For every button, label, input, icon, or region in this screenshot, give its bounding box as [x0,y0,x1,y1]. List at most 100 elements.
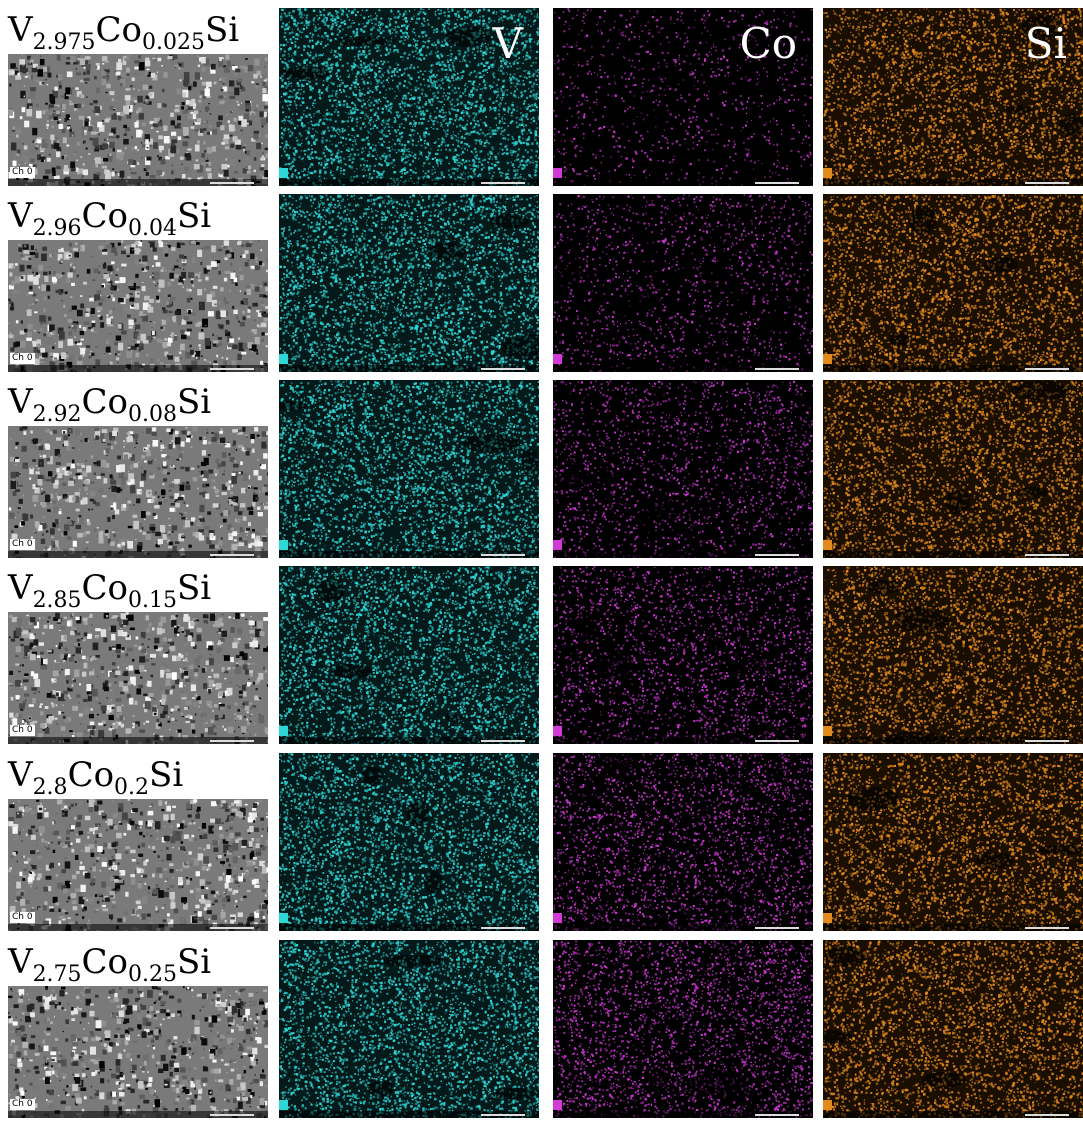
eds-map-si [823,753,1083,931]
scale-bar [1025,740,1069,742]
element-color-tag [823,540,832,550]
eds-map-co [553,566,813,744]
element-color-tag [279,540,288,550]
map-info-strip [553,737,813,744]
scale-bar [1025,182,1069,184]
element-color-tag [279,1100,288,1110]
scale-bar [481,927,525,929]
scale-bar [210,927,254,929]
subscript-co: 0.2 [114,775,149,800]
composition-row: V2.975Co0.025Si Ch 0 V Co Si [0,8,1083,188]
element-header-v: V [493,20,523,68]
map-info-strip [279,737,539,744]
eds-map-si [823,940,1083,1118]
scale-bar [755,554,799,556]
symbol-v: V [8,196,33,236]
scale-bar [481,182,525,184]
eds-map-v [279,194,539,372]
symbol-si: Si [177,196,211,236]
subscript-v: 2.8 [33,775,68,800]
sem-micrograph: Ch 0 [8,986,268,1118]
eds-map-v [279,753,539,931]
eds-map-co [553,940,813,1118]
element-color-tag [823,168,832,178]
map-info-strip [823,179,1083,186]
map-info-strip [823,1111,1083,1118]
map-info-strip [553,365,813,372]
element-color-tag [279,354,288,364]
composition-row: V2.8Co0.2Si Ch 0 [0,753,1083,933]
composition-label: V2.8Co0.2Si [8,755,183,799]
eds-map-si [823,194,1083,372]
sem-info-strip [8,551,268,558]
sem-info-strip [8,179,268,186]
sem-micrograph: Ch 0 [8,54,268,186]
sem-info-strip [8,924,268,931]
composition-label: V2.975Co0.025Si [8,10,239,54]
subscript-co: 0.25 [128,962,177,987]
subscript-v: 2.85 [33,588,82,613]
channel-label: Ch 0 [10,1099,35,1110]
symbol-si: Si [177,382,211,422]
subscript-v: 2.96 [33,216,82,241]
symbol-co: Co [82,196,128,236]
element-color-tag [553,913,562,923]
element-color-tag [553,168,562,178]
element-color-tag [553,726,562,736]
composition-label: V2.85Co0.15Si [8,568,211,612]
sem-info-strip [8,737,268,744]
subscript-v: 2.75 [33,962,82,987]
scale-bar [210,182,254,184]
subscript-co: 0.025 [142,30,205,55]
sem-micrograph: Ch 0 [8,240,268,372]
eds-map-v [279,940,539,1118]
map-info-strip [279,551,539,558]
map-info-strip [823,737,1083,744]
element-header-si: Si [1025,20,1067,68]
channel-label: Ch 0 [10,912,35,923]
symbol-co: Co [96,10,142,50]
map-info-strip [279,365,539,372]
sem-micrograph: Ch 0 [8,426,268,558]
channel-label: Ch 0 [10,725,35,736]
eds-map-si [823,566,1083,744]
symbol-v: V [8,942,33,982]
subscript-v: 2.92 [33,402,82,427]
scale-bar [755,740,799,742]
scale-bar [1025,368,1069,370]
map-info-strip [823,551,1083,558]
element-color-tag [553,540,562,550]
subscript-co: 0.04 [128,216,177,241]
map-info-strip [553,924,813,931]
scale-bar [210,1114,254,1116]
scale-bar [1025,927,1069,929]
composition-row: V2.75Co0.25Si Ch 0 [0,940,1083,1120]
eds-map-v [279,566,539,744]
composition-label: V2.75Co0.25Si [8,942,211,986]
scale-bar [755,927,799,929]
scale-bar [755,368,799,370]
eds-map-si: Si [823,8,1083,186]
map-info-strip [279,179,539,186]
scale-bar [481,554,525,556]
element-color-tag [553,354,562,364]
map-info-strip [553,551,813,558]
subscript-co: 0.08 [128,402,177,427]
map-info-strip [279,1111,539,1118]
sem-info-strip [8,1111,268,1118]
element-color-tag [279,168,288,178]
eds-map-co [553,380,813,558]
eds-map-co: Co [553,8,813,186]
element-color-tag [279,913,288,923]
sem-info-strip [8,365,268,372]
composition-row: V2.85Co0.15Si Ch 0 [0,566,1083,746]
channel-label: Ch 0 [10,539,35,550]
eds-map-v [279,380,539,558]
map-info-strip [553,179,813,186]
map-info-strip [553,1111,813,1118]
scale-bar [481,740,525,742]
composition-label: V2.96Co0.04Si [8,196,211,240]
channel-label: Ch 0 [10,353,35,364]
eds-map-co [553,753,813,931]
